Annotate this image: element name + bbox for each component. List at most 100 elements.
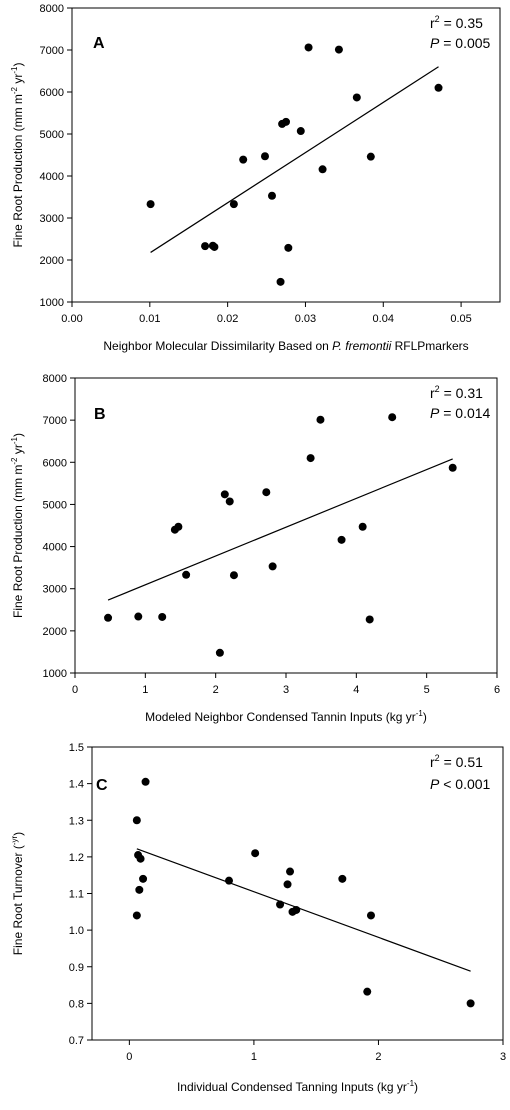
x-tick-label: 0 xyxy=(126,1051,132,1063)
y-axis-label-text: Fine Root Production (mm m xyxy=(11,465,25,618)
data-point xyxy=(182,570,191,579)
x-tick-label: 4 xyxy=(353,684,359,696)
data-point xyxy=(229,571,238,580)
x-tick-label: 5 xyxy=(424,684,430,696)
x-axis-label-text: Individual Condensed Tanning Inputs (kg … xyxy=(177,1080,407,1094)
x-tick-label: 1 xyxy=(142,684,148,696)
p-symbol: P xyxy=(430,405,440,421)
data-point xyxy=(358,522,367,531)
y-axis-label-exponent: -2 xyxy=(10,86,19,94)
data-point xyxy=(434,83,443,92)
x-axis-label: Neighbor Molecular Dissimilarity Based o… xyxy=(103,339,468,353)
regression-line xyxy=(107,458,453,601)
data-point xyxy=(134,612,143,621)
scatter-chart-b: 0 1 2 3 4 5 6 1000 2000 3000 4000 5000 6000 7000 8000 B… xyxy=(10,373,500,724)
data-point xyxy=(201,242,210,251)
data-point xyxy=(292,905,301,914)
data-point xyxy=(136,854,145,863)
data-point xyxy=(139,874,148,883)
r-squared-symbol: r xyxy=(430,385,435,401)
y-axis-label-text: ) xyxy=(11,832,25,836)
data-point xyxy=(366,911,375,920)
data-point xyxy=(448,463,457,472)
panel-b: 0 1 2 3 4 5 6 1000 2000 3000 4000 5000 6000 7000 8000 B… xyxy=(0,370,510,740)
y-axis-label-exponent: -2 xyxy=(10,457,19,465)
data-point xyxy=(334,45,343,54)
y-axis-label-text: Fine Root Turnover ( xyxy=(11,845,25,955)
y-axis-label-exponent: -yr xyxy=(10,835,19,845)
panel-label: B xyxy=(94,406,106,423)
y-axis-label: Fine Root Production (mm m-2 yr-1) xyxy=(10,63,25,248)
data-point xyxy=(251,849,260,858)
r-squared-exponent: 2 xyxy=(435,14,440,24)
panel-label: A xyxy=(93,35,105,52)
regression-line xyxy=(136,848,471,972)
p-value: = 0.005 xyxy=(439,35,490,51)
x-axis-label-text: Neighbor Molecular Dissimilarity Based o… xyxy=(103,339,332,353)
r-squared-exponent: 2 xyxy=(435,384,440,394)
data-point xyxy=(352,93,361,102)
y-tick-label: 4000 xyxy=(40,171,64,183)
y-tick-label: 1.5 xyxy=(69,742,84,754)
data-point xyxy=(141,777,150,786)
y-axis-label-text: ) xyxy=(11,63,25,67)
y-tick-label: 1000 xyxy=(40,297,64,309)
y-tick-label: 1000 xyxy=(43,668,67,680)
x-axis-label-text: ) xyxy=(423,710,427,724)
y-tick-label: 3000 xyxy=(43,584,67,596)
y-tick-label: 7000 xyxy=(43,415,67,427)
y-axis-label: Fine Root Production (mm m-2 yr-1) xyxy=(10,433,25,618)
data-point xyxy=(215,648,224,657)
y-tick-label: 4000 xyxy=(43,542,67,554)
y-tick-label: 1.3 xyxy=(69,815,84,827)
p-symbol: P xyxy=(430,35,440,51)
x-axis-label-text: Modeled Neighbor Condensed Tannin Inputs… xyxy=(145,710,416,724)
r-squared-symbol: r xyxy=(430,15,435,31)
data-point xyxy=(276,900,285,909)
y-tick-label: 5000 xyxy=(40,129,64,141)
data-point xyxy=(282,117,290,126)
data-point xyxy=(338,874,347,883)
y-tick-label: 3000 xyxy=(40,213,64,225)
scatter-chart-a: 0.00 0.01 0.02 0.03 0.04 0.05 1000 2000 3000 4000… xyxy=(10,3,501,353)
x-tick-label: 2 xyxy=(375,1051,381,1063)
x-tick-label: 6 xyxy=(494,684,500,696)
x-tick-label: 0.04 xyxy=(373,313,394,325)
data-point xyxy=(296,127,305,136)
y-axis-label-text: Fine Root Production (mm m xyxy=(11,94,25,247)
r-squared-exponent: 2 xyxy=(435,753,440,763)
y-tick-label: 2000 xyxy=(40,255,64,267)
data-point xyxy=(158,612,167,621)
y-tick-label: 0.9 xyxy=(69,962,84,974)
x-tick-label: 0.00 xyxy=(61,313,82,325)
data-point xyxy=(225,497,234,506)
data-point xyxy=(365,615,374,624)
data-point xyxy=(306,454,315,463)
data-point xyxy=(174,522,183,531)
r-squared-value: = 0.51 xyxy=(440,754,483,770)
x-tick-label: 3 xyxy=(283,684,289,696)
x-axis-label: Modeled Neighbor Condensed Tannin Inputs… xyxy=(145,709,427,724)
x-tick-label: 0.03 xyxy=(295,313,316,325)
x-tick-label: 0 xyxy=(72,684,78,696)
data-point xyxy=(284,243,293,252)
r-squared-symbol: r xyxy=(430,754,435,770)
r-squared-value: = 0.35 xyxy=(440,15,483,31)
x-tick-label: 2 xyxy=(213,684,219,696)
y-tick-label: 6000 xyxy=(40,87,64,99)
data-point xyxy=(262,488,271,497)
y-axis-label-exponent: -1 xyxy=(10,436,19,444)
data-point xyxy=(268,562,277,571)
data-point xyxy=(229,200,238,209)
r-squared-label: r2 = 0.31 xyxy=(430,384,483,401)
p-value-label: P = 0.005 xyxy=(430,35,491,51)
x-axis-label-text: RFLPmarkers xyxy=(391,339,468,353)
data-point xyxy=(220,490,229,499)
p-value-label: P = 0.014 xyxy=(430,405,491,421)
y-tick-label: 8000 xyxy=(43,373,67,385)
x-axis-label: Individual Condensed Tanning Inputs (kg … xyxy=(177,1079,418,1094)
data-point xyxy=(318,165,327,174)
y-axis-label-text: yr xyxy=(11,74,25,87)
